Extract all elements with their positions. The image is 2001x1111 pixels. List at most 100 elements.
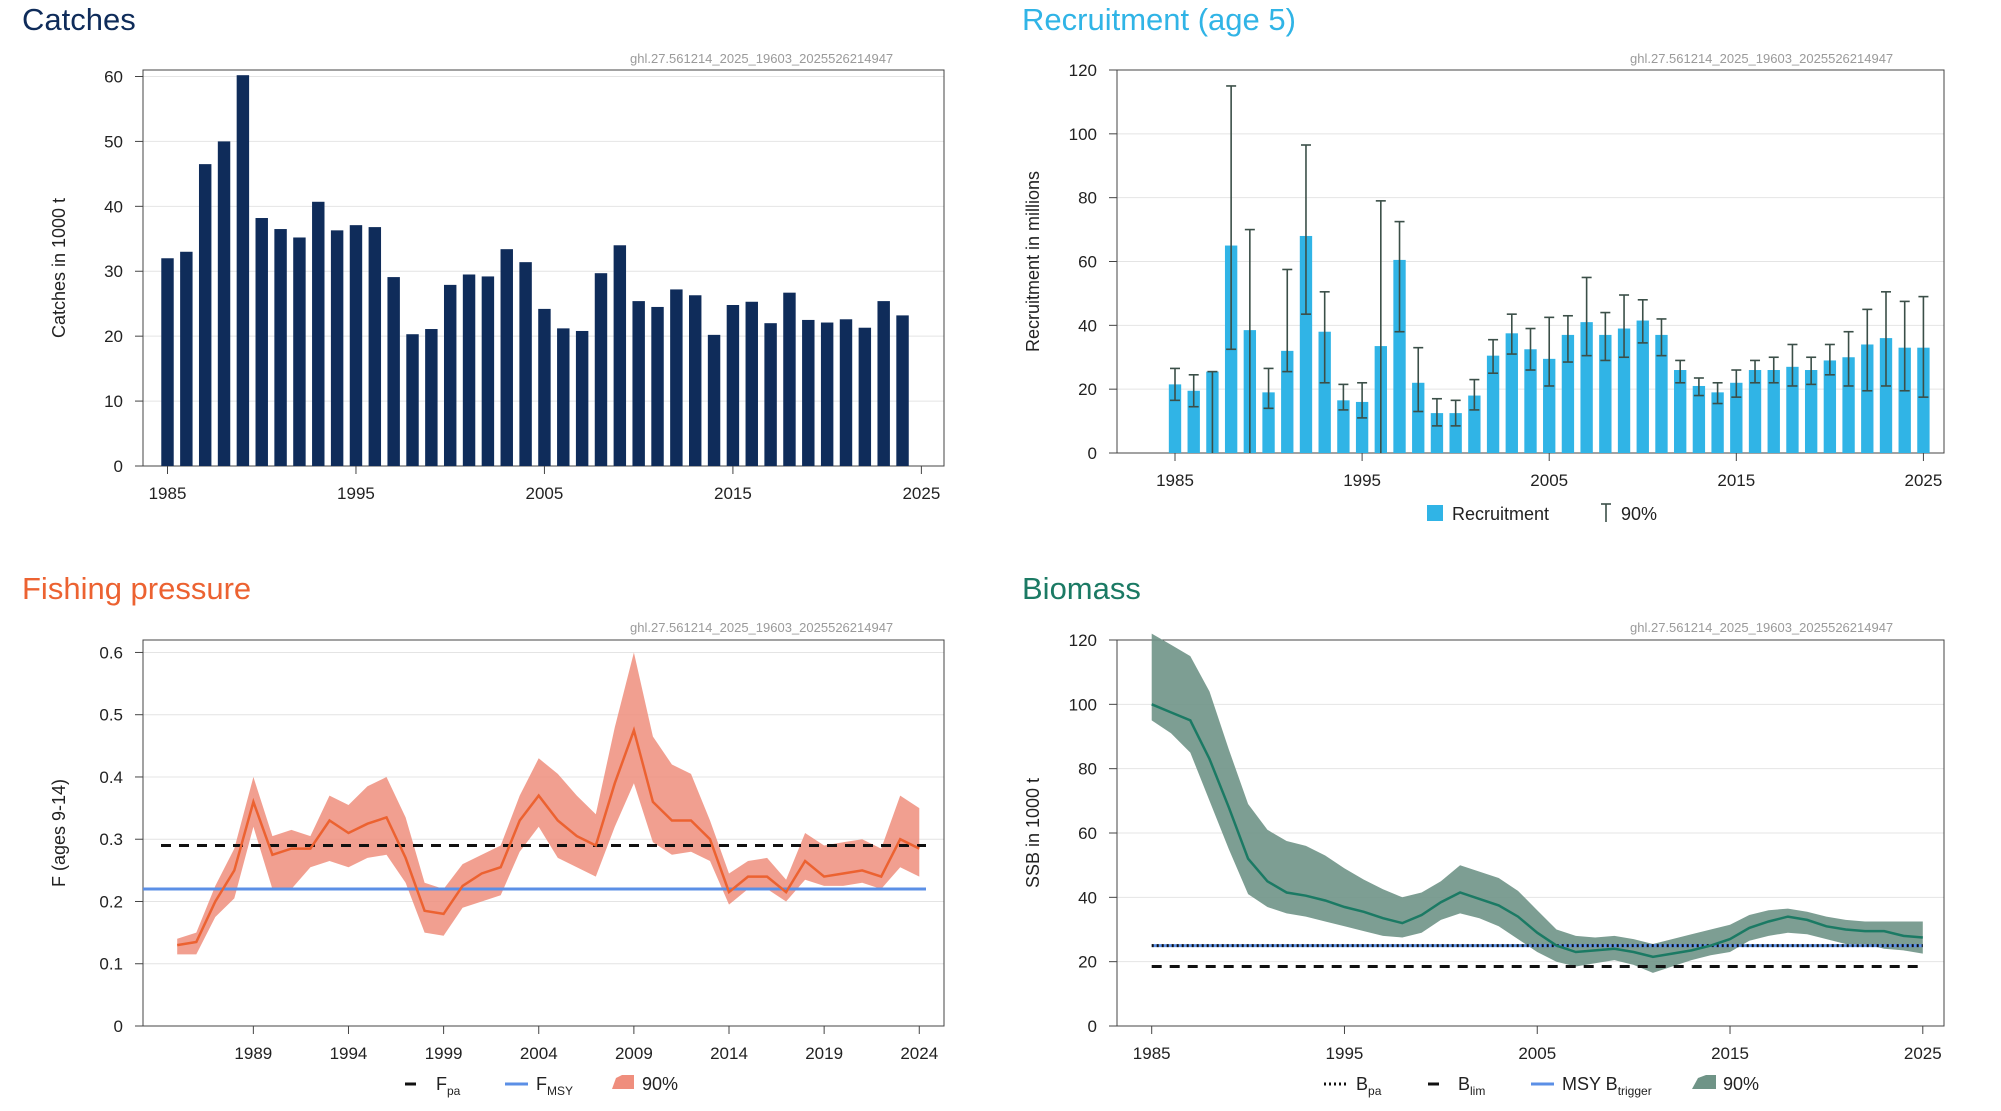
recruitment-x-tick-label: 1995 [1343, 471, 1381, 490]
catches-bar [688, 295, 702, 466]
catches-bar [443, 284, 457, 466]
catches-bar [519, 262, 532, 466]
catches-y-tick-label: 60 [104, 67, 123, 86]
catches-bar [500, 249, 513, 466]
biomass-title: Biomass [1022, 571, 1141, 606]
recruitment-bar [1674, 370, 1687, 453]
biomass-y-tick-label: 20 [1078, 953, 1097, 972]
recruitment-bar [1412, 382, 1425, 453]
recruitment-legend-swatch [1427, 505, 1443, 521]
biomass-x-tick-label: 2005 [1518, 1044, 1556, 1063]
biomass-legend-band-label: 90% [1723, 1074, 1759, 1094]
catches-bar [802, 319, 815, 466]
fishing-pressure-title: Fishing pressure [22, 571, 252, 606]
fishing-x-tick-label: 1994 [330, 1044, 368, 1063]
catches-bar [161, 258, 174, 466]
catches-bar [613, 245, 627, 466]
recruitment-bar [1543, 358, 1556, 453]
fishing-x-tick-label: 1989 [234, 1044, 272, 1063]
catches-bar [764, 323, 777, 466]
recruitment-bar [1617, 328, 1631, 453]
recruitment-bar [1767, 370, 1780, 453]
fishing-y-axis-label: F (ages 9-14) [49, 779, 69, 887]
biomass-legend-bpa-label: Bpa [1356, 1074, 1382, 1098]
recruitment-bar [1917, 347, 1930, 453]
recruitment-bar [1505, 333, 1518, 453]
catches-bar [274, 229, 287, 466]
catches-x-tick-label: 1995 [337, 484, 375, 503]
fishing-x-tick-label: 2014 [710, 1044, 748, 1063]
recruitment-bar [1711, 392, 1724, 453]
catches-y-tick-label: 10 [104, 392, 123, 411]
recruitment-y-tick-label: 40 [1078, 316, 1097, 335]
recruitment-bar [1730, 382, 1743, 453]
catches-bar [255, 218, 268, 466]
recruitment-x-tick-label: 2025 [1905, 471, 1943, 490]
catches-bar [481, 276, 495, 466]
recruitment-y-tick-label: 0 [1088, 444, 1097, 463]
recruitment-bar [1318, 331, 1331, 453]
catches-bar [632, 301, 645, 466]
catches-y-tick-label: 20 [104, 327, 123, 346]
fishing-plot-frame [142, 639, 945, 1027]
fishing-y-tick-label: 0.6 [99, 643, 123, 662]
recruitment-bar [1430, 413, 1444, 453]
recruitment-bar [1804, 370, 1818, 453]
catches-title: Catches [22, 2, 136, 37]
catches-bar [651, 306, 664, 466]
recruitment-y-tick-label: 20 [1078, 380, 1097, 399]
biomass-y-tick-label: 100 [1069, 695, 1097, 714]
catches-x-tick-label: 1985 [149, 484, 187, 503]
recruitment-legend-ci-label: 90% [1621, 504, 1657, 524]
recruitment-bar [1281, 350, 1294, 453]
catches-bar [575, 330, 589, 466]
fishing-y-tick-label: 0 [114, 1017, 123, 1036]
catches-bar [425, 329, 438, 466]
recruitment-y-axis-label: Recruitment in millions [1023, 171, 1043, 352]
recruitment-x-tick-label: 2005 [1530, 471, 1568, 490]
catches-y-tick-label: 0 [114, 457, 123, 476]
biomass-x-tick-label: 2015 [1711, 1044, 1749, 1063]
biomass-x-tick-label: 2025 [1904, 1044, 1942, 1063]
recruitment-y-tick-label: 60 [1078, 253, 1097, 272]
fishing-x-tick-label: 2024 [900, 1044, 938, 1063]
catches-bar [330, 230, 344, 466]
catches-stock-code: ghl.27.561214_2025_19603_2025526214947 [630, 51, 894, 66]
recruitment-bar [1692, 385, 1706, 453]
fishing-legend-fmsy-label: FMSY [536, 1074, 573, 1098]
catches-x-tick-label: 2005 [526, 484, 564, 503]
catches-bar [783, 292, 796, 466]
biomass-y-tick-label: 40 [1078, 888, 1097, 907]
fishing-x-tick-label: 1999 [425, 1044, 463, 1063]
catches-bar [670, 289, 683, 466]
catches-bar [858, 327, 872, 466]
catches-bar [312, 201, 325, 466]
catches-bar [406, 334, 419, 466]
biomass-y-tick-label: 80 [1078, 760, 1097, 779]
biomass-stock-code: ghl.27.561214_2025_19603_2025526214947 [1630, 620, 1894, 635]
catches-bar [349, 225, 363, 466]
recruitment-bar [1898, 347, 1911, 453]
fishing-x-tick-label: 2004 [520, 1044, 558, 1063]
recruitment-bar [1524, 349, 1537, 453]
recruitment-stock-code: ghl.27.561214_2025_19603_2025526214947 [1630, 51, 1894, 66]
recruitment-x-tick-label: 1985 [1156, 471, 1194, 490]
recruitment-bar [1748, 370, 1762, 453]
biomass-y-tick-label: 60 [1078, 824, 1097, 843]
fishing-legend-band-icon [612, 1075, 634, 1089]
catches-bar [745, 301, 758, 466]
catches-bar [387, 277, 400, 466]
recruitment-bar [1655, 334, 1668, 453]
recruitment-bar [1449, 413, 1462, 453]
catches-bar [594, 273, 608, 466]
biomass-plot-frame [1116, 639, 1945, 1027]
biomass-ci-band [1151, 633, 1923, 973]
recruitment-x-tick-label: 2015 [1717, 471, 1755, 490]
recruitment-bar [1393, 259, 1406, 453]
recruitment-bar [1599, 334, 1612, 453]
catches-bar [896, 315, 909, 466]
recruitment-bar [1486, 355, 1500, 453]
biomass-y-tick-label: 120 [1069, 631, 1097, 650]
fishing-y-tick-label: 0.3 [99, 830, 123, 849]
